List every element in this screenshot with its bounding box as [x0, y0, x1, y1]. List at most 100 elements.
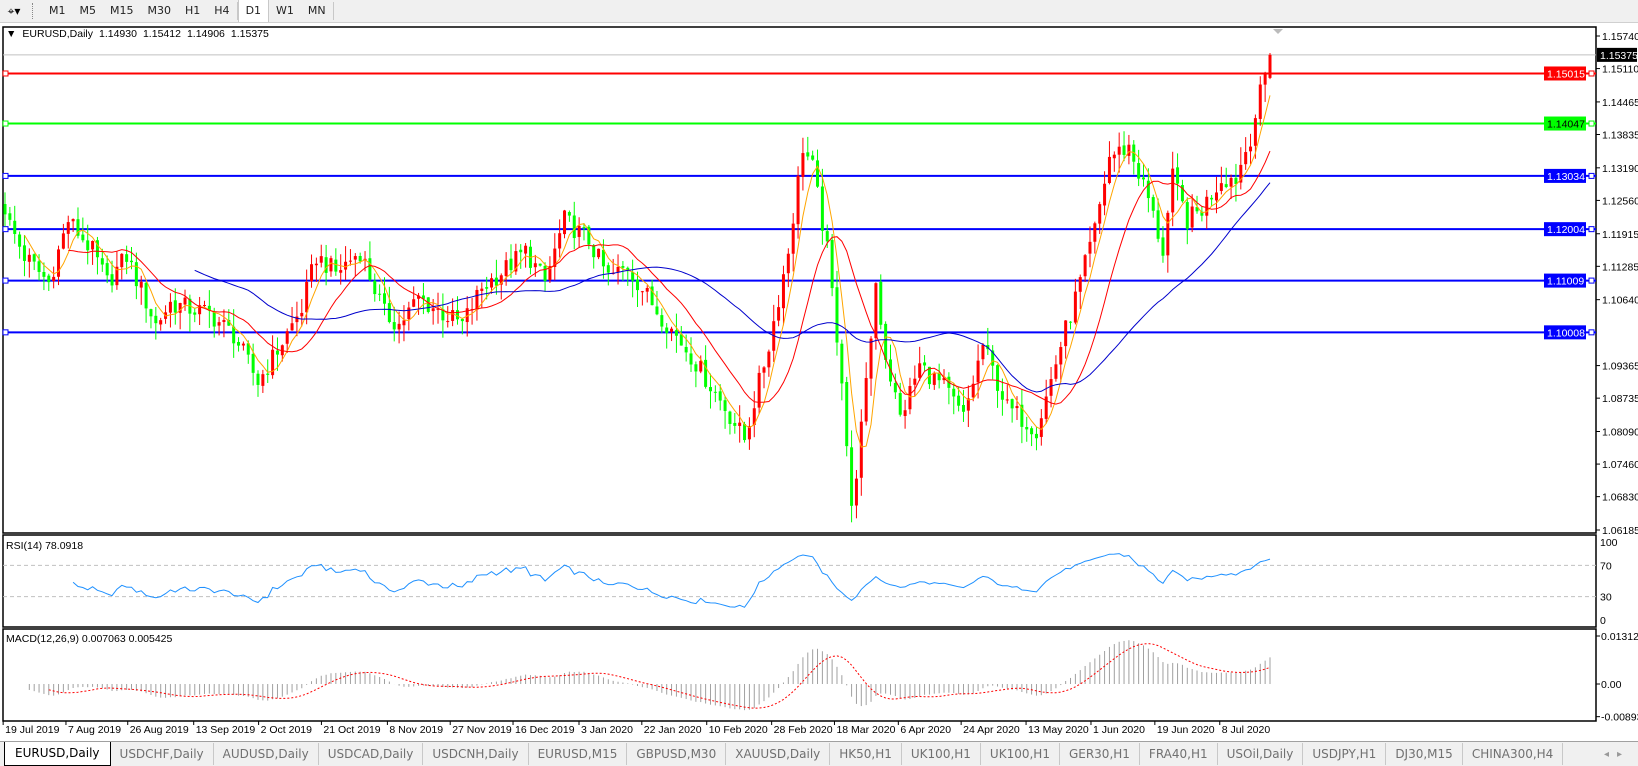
tab-gbpusd-m30[interactable]: GBPUSD,M30 — [627, 743, 727, 765]
candle-bull — [280, 345, 284, 356]
candle-bull — [344, 261, 348, 270]
tab-usdchf-daily[interactable]: USDCHF,Daily — [111, 743, 214, 765]
candle-bull — [854, 478, 858, 506]
price-tick-label: 1.09365 — [1602, 361, 1638, 373]
candle-bear — [1122, 145, 1126, 155]
tab-usdcnh-daily[interactable]: USDCNH,Daily — [423, 743, 529, 765]
candle-bull — [640, 291, 644, 293]
candle-bear — [1224, 184, 1228, 188]
level-label-bg — [1544, 116, 1586, 131]
timeframe-toolbar: ⌖▾ M1 M5 M15 M30 H1 H4 D1 W1 MN — [0, 0, 1638, 23]
candle-bear — [13, 220, 17, 234]
candle-bear — [655, 306, 659, 315]
price-tick-label: 1.08090 — [1602, 427, 1638, 439]
candle-bull — [504, 260, 508, 277]
macd-tick-label: -0.00893 — [1601, 712, 1638, 724]
candle-bear — [509, 258, 513, 271]
timeframe-h4[interactable]: H4 — [214, 4, 230, 17]
tab-dj30-m15[interactable]: DJ30,M15 — [1386, 743, 1463, 765]
candle-bear — [1034, 433, 1038, 439]
timeframe-m30[interactable]: M30 — [147, 4, 172, 17]
tab-eurusd-daily[interactable]: EURUSD,Daily — [4, 742, 111, 766]
candle-bear — [567, 212, 571, 216]
candle-bull — [27, 254, 31, 262]
collapse-arrow-icon[interactable]: ▼ — [6, 28, 17, 40]
candle-bull — [417, 295, 421, 299]
timeframe-m1[interactable]: M1 — [49, 4, 66, 17]
tab-fra40-h1[interactable]: FRA40,H1 — [1140, 743, 1218, 765]
candle-bull — [1073, 291, 1077, 323]
candle-bear — [334, 259, 338, 272]
tab-uk100-h1[interactable]: UK100,H1 — [981, 743, 1060, 765]
timeframe-h1[interactable]: H1 — [185, 4, 201, 17]
tab-usdcad-daily[interactable]: USDCAD,Daily — [319, 743, 424, 765]
candle-bull — [558, 233, 562, 249]
tab-usoil-daily[interactable]: USOil,Daily — [1218, 743, 1304, 765]
candle-bear — [694, 364, 698, 372]
candle-bull — [1249, 146, 1253, 152]
rsi-line — [72, 553, 1271, 608]
candle-bear — [713, 391, 717, 393]
line-handle-right — [1588, 226, 1595, 233]
candle-bear — [232, 326, 236, 344]
tab-uk100-h1[interactable]: UK100,H1 — [902, 743, 981, 765]
candle-bull — [791, 223, 795, 254]
timeframe-w1[interactable]: W1 — [276, 4, 294, 17]
candle-bear — [441, 309, 445, 321]
candle-bear — [1180, 185, 1184, 202]
crosshair-dropdown-icon[interactable]: ⌖▾ — [7, 3, 21, 18]
candle-bull — [319, 256, 323, 263]
date-label: 19 Jul 2019 — [5, 724, 59, 736]
candle-bull — [71, 219, 75, 222]
separator — [332, 2, 334, 20]
candle-bear — [743, 424, 747, 441]
candle-bear — [1010, 399, 1014, 409]
candle-bear — [207, 305, 211, 311]
level-label-bg — [1544, 168, 1586, 183]
candle-bull — [451, 310, 455, 321]
candle-bear — [144, 282, 148, 309]
tab-audusd-daily[interactable]: AUDUSD,Daily — [214, 743, 319, 765]
macd-tick-label: 0.013121 — [1601, 631, 1638, 643]
candle-bear — [631, 272, 635, 281]
tab-scroll-arrows-icon[interactable]: ◂▸ — [1603, 749, 1630, 760]
level-label: 1.13034 — [1547, 171, 1585, 183]
moving-average-40 — [194, 182, 1271, 393]
timeframe-m15[interactable]: M15 — [110, 4, 134, 17]
candle-bull — [1039, 418, 1043, 437]
tab-eurusd-m15[interactable]: EURUSD,M15 — [529, 743, 628, 765]
macd-signal-line — [48, 643, 1271, 709]
tab-hk50-h1[interactable]: HK50,H1 — [830, 743, 902, 765]
chart-canvas[interactable]: 1.15740 1.15110 1.14465 1.13835 1.13190 1.125… — [0, 23, 1638, 741]
date-label: 24 Apr 2020 — [963, 724, 1020, 736]
tab-ger30-h1[interactable]: GER30,H1 — [1060, 743, 1140, 765]
candle-bull — [198, 305, 202, 315]
candle-bull — [465, 308, 469, 323]
price-tick-label: 1.13835 — [1602, 129, 1638, 141]
candle-bull — [1059, 347, 1063, 365]
candle-bear — [582, 227, 586, 229]
candle-bear — [266, 373, 270, 375]
candle-bull — [781, 274, 785, 309]
candle-bull — [1166, 212, 1170, 256]
candle-bear — [86, 240, 90, 251]
candle-bear — [251, 353, 255, 373]
tab-china300-h4[interactable]: CHINA300,H4 — [1463, 743, 1564, 765]
timeframe-d1[interactable]: D1 — [237, 0, 270, 22]
candle-bull — [305, 281, 309, 313]
tab-usdjpy-h1[interactable]: USDJPY,H1 — [1303, 743, 1387, 765]
candle-bull — [1258, 84, 1262, 119]
toolbar-grip[interactable] — [32, 3, 38, 19]
candle-bear — [893, 382, 897, 393]
candle-bear — [961, 404, 965, 412]
candle-bull — [981, 344, 985, 360]
candle-bull — [932, 372, 936, 385]
candle-bull — [976, 360, 980, 383]
price-tick-label: 1.11915 — [1602, 229, 1638, 241]
level-label: 1.15015 — [1547, 68, 1585, 80]
timeframe-m5[interactable]: M5 — [79, 4, 97, 17]
date-label: 26 Aug 2019 — [130, 724, 189, 736]
timeframe-mn[interactable]: MN — [307, 4, 326, 17]
candle-bull — [786, 253, 790, 274]
tab-xauusd-daily[interactable]: XAUUSD,Daily — [726, 743, 831, 765]
